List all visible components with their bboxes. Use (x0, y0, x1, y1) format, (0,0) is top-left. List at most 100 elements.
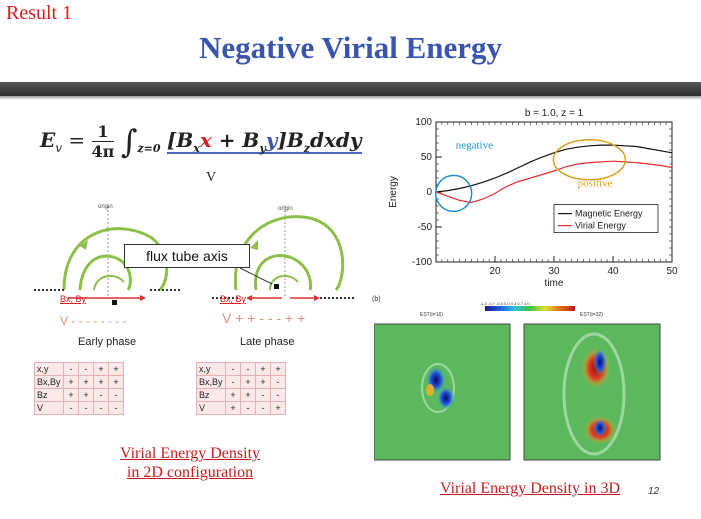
x-tick-label: 40 (607, 266, 619, 277)
energy-chart: 20 30 40 50 100 50 0 -50 -100 b = 1.0, z = 1 time E… (388, 108, 678, 289)
x-tick-label: 50 (666, 266, 678, 277)
late-table-cell: + (255, 375, 271, 389)
late-table-cell: + (225, 401, 241, 415)
y-axis-label: Energy (388, 176, 399, 208)
caption-2d-line2: in 2D configuration (126, 464, 254, 481)
chart-title: b = 1.0, z = 1 (525, 108, 584, 119)
page-number: 12 (648, 486, 660, 497)
x-tick-label: 20 (489, 266, 501, 277)
y-tick-label: 0 (426, 187, 432, 198)
early-table-cell: + (108, 375, 124, 389)
x-tick-label: 30 (548, 266, 560, 277)
negative-region-ellipse (434, 174, 473, 213)
early-phase-table-wrap: x,y - - + + Bx,By + + + + Bz + + - - V - - - - (34, 362, 124, 415)
panel-right-title: EST(t=32) (580, 312, 603, 318)
panel-left-title: EST(t=16) (420, 312, 443, 318)
late-table-cell: V (196, 401, 226, 415)
v-sign-right: V + + - - - + + (222, 310, 306, 326)
series-line-virial-energy (435, 160, 673, 204)
caption-2d: Virial Energy Density in 2D configuratio… (100, 444, 280, 482)
early-table-cell: + (93, 362, 109, 376)
late-phase-table-wrap: x,y - - + + Bx,By - + + - Bz + + - - V + - - + (196, 362, 286, 415)
early-table-cell: - (93, 401, 109, 415)
late-table-cell: + (225, 388, 241, 402)
early-table-cell: - (63, 401, 79, 415)
flux-tube-axis-label: flux tube axis (124, 244, 250, 268)
early-table-cell: - (78, 362, 94, 376)
chart-frame (435, 121, 673, 263)
virial-label-v: V (206, 170, 217, 185)
bx-by-label-left: Bx, By (60, 294, 87, 304)
caption-3d: Virial Energy Density in 3D (439, 480, 621, 497)
legend-label: Virial Energy (575, 221, 626, 231)
late-table-cell: - (255, 401, 271, 415)
sim-panel-right (523, 323, 661, 461)
early-table-cell: + (78, 375, 94, 389)
late-table-row: Bz + + - - (196, 388, 286, 402)
early-table-cell: + (108, 362, 124, 376)
early-table-cell: - (63, 362, 79, 376)
late-table-cell: - (225, 375, 241, 389)
late-table-cell: + (270, 362, 286, 376)
early-phase-loops (34, 206, 180, 305)
early-table-cell: + (63, 375, 79, 389)
late-table-cell: - (240, 362, 256, 376)
bx-by-label-right: Bx, By (220, 294, 247, 304)
x-axis-label: time (545, 278, 564, 289)
late-table-cell: + (255, 362, 271, 376)
positive-region-ellipse (552, 139, 627, 181)
late-table-cell: - (255, 388, 271, 402)
early-table-cell: - (108, 388, 124, 402)
panel-b-label: (b) (372, 296, 381, 303)
late-table-cell: + (270, 401, 286, 415)
negative-annotation: negative (456, 140, 493, 152)
early-table-cell: Bz (34, 388, 64, 402)
late-phase-table: x,y - - + + Bx,By - + + - Bz + + - - V + - - + (196, 362, 286, 415)
y-tick-label: 100 (415, 117, 432, 128)
positive-annotation: positive (578, 177, 613, 189)
late-table-cell: - (240, 401, 256, 415)
early-table-cell: + (78, 388, 94, 402)
slide-title: Negative Virial Energy (198, 30, 503, 65)
late-table-row: Bx,By - + + - (196, 375, 286, 389)
origin-label-left: origin (98, 204, 113, 210)
origin-label-right: origin (278, 206, 293, 212)
late-table-cell: + (240, 375, 256, 389)
legend-box (553, 204, 659, 233)
early-table-row: Bz + + - - (34, 388, 124, 402)
early-table-cell: V (34, 401, 64, 415)
y-tick-label: -50 (418, 222, 433, 233)
late-table-cell: - (270, 375, 286, 389)
sim-panel-left (374, 323, 511, 461)
early-table-cell: - (93, 388, 109, 402)
series-line-magnetic-energy (435, 144, 673, 193)
virial-equation: Ev = 1 4π ∫z=0 [Bxx + Byy]Bzdxdy (40, 122, 362, 161)
late-table-cell: Bx,By (196, 375, 226, 389)
late-table-cell: Bz (196, 388, 226, 402)
late-table-cell: x,y (196, 362, 226, 376)
early-phase-label: Early phase (78, 336, 137, 348)
early-table-cell: - (78, 401, 94, 415)
y-tick-label: 50 (421, 152, 433, 163)
early-table-cell: - (108, 401, 124, 415)
late-phase-label: Late phase (240, 336, 295, 348)
late-table-cell: - (225, 362, 241, 376)
colorbar-ticks: -1.0 -0.7 -0.5 0.0 0.3 0.7 1.0 (480, 301, 530, 306)
early-table-row: x,y - - + + (34, 362, 124, 376)
caption-2d-line1: Virial Energy Density (119, 445, 261, 462)
late-table-cell: + (240, 388, 256, 402)
colorbar (485, 306, 575, 311)
late-table-row: x,y - - + + (196, 362, 286, 376)
simulation-images (374, 323, 661, 461)
early-table-cell: x,y (34, 362, 64, 376)
early-table-cell: + (63, 388, 79, 402)
early-table-row: Bx,By + + + + (34, 375, 124, 389)
early-phase-table: x,y - - + + Bx,By + + + + Bz + + - - V - - - - (34, 362, 124, 415)
early-table-cell: Bx,By (34, 375, 64, 389)
late-table-row: V + - - + (196, 401, 286, 415)
y-tick-label: -100 (412, 257, 432, 268)
v-sign-left: V - - - - - - - - (60, 314, 127, 328)
early-table-cell: + (93, 375, 109, 389)
result-label: Result 1 (6, 2, 73, 24)
legend-label: Magnetic Energy (575, 209, 643, 219)
